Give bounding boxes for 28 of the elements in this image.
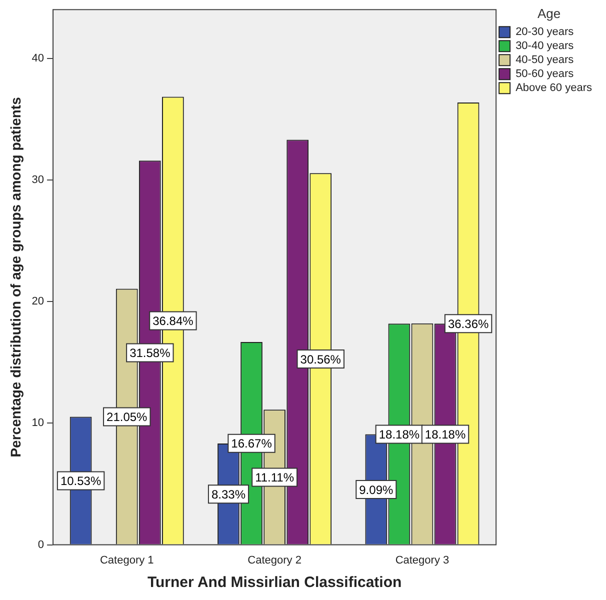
y-tick-label: 10 [32,417,44,430]
legend-label: 40-50 years [516,54,574,66]
x-tick-label: Category 1 [100,554,154,566]
data-label: 18.18% [378,428,420,442]
data-label: 16.67% [231,436,272,451]
data-label: 8.33% [211,487,246,502]
y-tick-label: 30 [32,174,44,186]
data-label: 18.18% [424,428,466,442]
data-label: 31.58% [130,346,171,360]
data-label: 10.53% [60,474,102,488]
data-label: 36.84% [152,314,194,328]
data-label: 36.36% [448,316,489,331]
y-tick-label: 40 [32,52,44,64]
y-tick-label: 20 [32,296,44,308]
y-tick-label: 0 [38,538,44,551]
legend-label: 50-60 years [516,68,574,80]
data-label: 9.09% [359,482,394,497]
legend-label: 30-40 years [516,40,574,52]
legend-title: Age [537,6,561,22]
data-label: 21.05% [106,410,148,424]
legend-label: Above 60 years [516,82,592,94]
data-label: 30.56% [300,352,342,366]
x-axis-title: Turner And Missirlian Classification [147,574,402,592]
x-tick-label: Category 3 [395,554,450,566]
x-tick-label: Category 2 [248,554,302,566]
y-axis-title: Percentage distribution of age groups among patients [7,96,24,458]
data-label: 11.11% [255,470,294,485]
legend-label: 20-30 years [516,26,574,38]
